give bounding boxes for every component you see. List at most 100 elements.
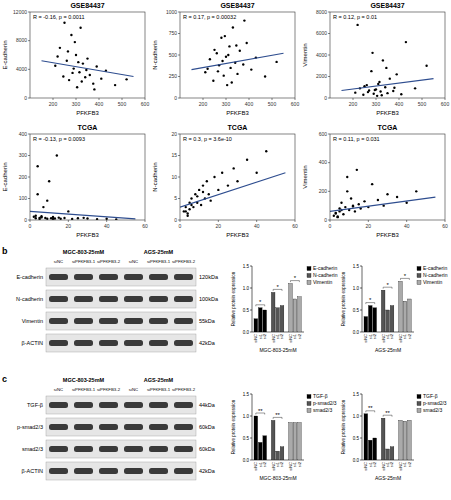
band xyxy=(49,402,68,408)
bar xyxy=(280,447,284,460)
protein-label: N-cadherin xyxy=(16,296,43,302)
point xyxy=(48,180,50,182)
sig-label: ** xyxy=(258,408,263,414)
point xyxy=(350,197,352,199)
size-label: 44kDa xyxy=(199,402,216,408)
band xyxy=(124,340,143,346)
legend-label: E-cadherin xyxy=(423,265,447,271)
category-label: si2 xyxy=(262,333,267,339)
legend-label: E-cadherin xyxy=(313,265,337,271)
tick-label: 0 xyxy=(24,95,27,101)
tick-mark xyxy=(360,332,362,333)
point xyxy=(229,67,231,69)
chart-title: TCGA xyxy=(228,124,248,131)
bar xyxy=(280,306,284,332)
point xyxy=(342,213,344,215)
tick-mark xyxy=(376,98,377,100)
protein-label: p-smad2/3 xyxy=(17,424,43,430)
legend-label: Vimentin xyxy=(423,279,443,285)
tick-mark xyxy=(145,98,146,100)
point xyxy=(36,165,38,167)
band xyxy=(149,296,168,302)
legend-swatch xyxy=(307,274,311,278)
tick-label: 500 xyxy=(268,101,277,107)
category-label: si2 xyxy=(279,333,284,339)
band xyxy=(174,446,193,452)
cell-line-label: MGC-803-25mM xyxy=(63,377,105,383)
tick-label: 0 xyxy=(174,217,177,223)
point xyxy=(255,172,257,174)
point xyxy=(52,218,54,220)
point xyxy=(242,63,244,65)
point xyxy=(188,208,190,210)
point xyxy=(352,205,354,207)
tick-label: 1.5 xyxy=(353,392,360,397)
point xyxy=(381,94,383,96)
fit-line xyxy=(330,197,435,211)
tick-mark xyxy=(178,33,180,34)
bar xyxy=(271,292,275,332)
point xyxy=(336,216,338,218)
point xyxy=(82,62,84,64)
point xyxy=(340,202,342,204)
band xyxy=(49,468,68,474)
point xyxy=(59,218,61,220)
x-label: PFKFB3 xyxy=(376,232,399,238)
blot-strip xyxy=(46,312,196,330)
cell-line-label: AGS-25mM xyxy=(144,249,174,255)
tick-label: 0 xyxy=(324,217,327,223)
point xyxy=(67,50,69,52)
tick-label: 4000 xyxy=(16,66,27,72)
tick-label: 300 xyxy=(72,101,81,107)
x-label: PFKFB3 xyxy=(76,110,99,116)
point xyxy=(56,55,58,57)
bar xyxy=(373,438,377,460)
y-label: Relative protein expression xyxy=(341,271,346,326)
point xyxy=(77,217,79,219)
bar xyxy=(386,310,390,332)
tick-mark xyxy=(422,98,423,100)
point xyxy=(96,65,98,67)
x-label: PFKFB3 xyxy=(376,110,399,116)
point xyxy=(105,218,107,220)
tick-label: 400 xyxy=(19,131,28,137)
annotation: R = 0.12, p = 0.01 xyxy=(333,14,377,20)
point xyxy=(333,215,335,217)
plot-area xyxy=(364,414,411,460)
lane-label: siPFKFB3-2 xyxy=(97,259,121,264)
legend-label: N-cadherin xyxy=(423,272,448,278)
tick-mark xyxy=(178,220,180,221)
point xyxy=(378,81,380,83)
fit-line xyxy=(42,61,134,77)
y-axis xyxy=(362,266,363,332)
plot-area xyxy=(330,169,435,219)
tick-mark xyxy=(178,177,180,178)
bar xyxy=(399,281,403,332)
point xyxy=(367,91,369,93)
legend-swatch xyxy=(417,395,421,399)
point xyxy=(100,77,102,79)
tick-mark xyxy=(178,12,180,13)
tick-label: 1.0 xyxy=(243,286,250,291)
band xyxy=(49,424,68,430)
point xyxy=(377,83,379,85)
legend-swatch xyxy=(417,267,421,271)
point xyxy=(206,180,208,182)
point xyxy=(235,44,237,46)
tick-label: 400 xyxy=(319,159,328,165)
tick-label: 0 xyxy=(179,223,182,229)
tick-mark xyxy=(368,220,369,222)
chart-title: GSE84437 xyxy=(70,2,104,9)
plot-area xyxy=(254,416,301,460)
y-label: N-cadherin xyxy=(152,40,158,69)
point xyxy=(40,215,42,217)
point xyxy=(84,76,86,78)
point xyxy=(226,84,228,86)
tick-label: 200 xyxy=(199,101,208,107)
band xyxy=(99,318,118,324)
band xyxy=(149,402,168,408)
point xyxy=(344,206,346,208)
point xyxy=(370,70,372,72)
band xyxy=(174,340,193,346)
bar xyxy=(271,420,275,460)
